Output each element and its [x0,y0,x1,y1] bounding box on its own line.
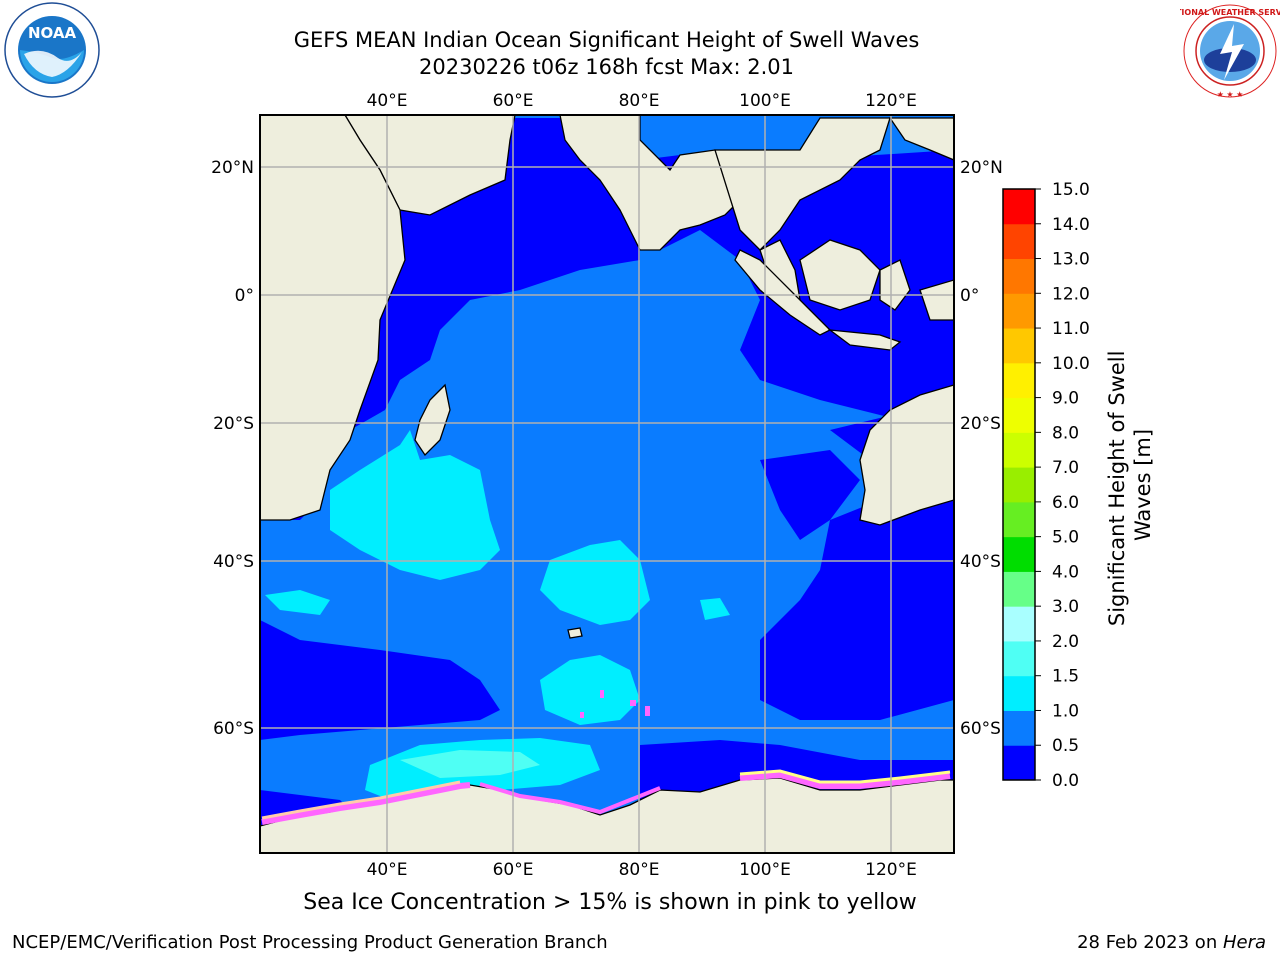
colorbar-tick-label: 3.0 [1052,597,1079,617]
lon-label-bottom: 40°E [367,860,408,880]
footer-date: 28 Feb 2023 on Hera [1077,932,1266,953]
colorbar-tick-label: 1.0 [1052,701,1079,721]
nws-logo: NATIONAL WEATHER SERVICE ★ ★ ★ [1164,2,1280,102]
colorbar-tick-label: 13.0 [1052,250,1090,270]
colorbar-segment [1003,606,1035,642]
colorbar-segment [1003,397,1035,433]
noaa-logo: NOAA [2,2,102,102]
colorbar-segment [1003,536,1035,572]
colorbar-segment [1003,328,1035,364]
lat-label-right: 20°N [960,158,1003,178]
colorbar-tick-label: 10.0 [1052,354,1090,374]
colorbar-segment [1003,571,1035,607]
map-frame [259,114,955,854]
colorbar-segment [1003,710,1035,746]
colorbar-segment [1003,258,1035,294]
colorbar-tick-label: 0.0 [1052,771,1079,791]
colorbar-tick-label: 12.0 [1052,284,1090,304]
colorbar-tick-label: 5.0 [1052,528,1079,548]
colorbar-segment [1003,362,1035,399]
lon-label-bottom: 100°E [739,860,791,880]
svg-text:★ ★ ★: ★ ★ ★ [1217,90,1244,99]
colorbar-segment [1003,640,1035,677]
lat-label-left: 60°S [213,719,254,739]
chart-subtitle-run: 20230226 t06z 168h fcst Max: 2.01 [419,55,794,79]
colorbar-segment [1003,675,1035,711]
colorbar-tick-label: 1.5 [1052,667,1079,687]
footer-credit: NCEP/EMC/Verification Post Processing Pr… [12,932,608,953]
lat-label-left: 40°S [213,552,254,572]
graticule [260,115,954,853]
colorbar-tick-label: 11.0 [1052,319,1090,339]
colorbar-segment [1003,467,1035,503]
colorbar-tick-label: 7.0 [1052,458,1079,478]
lat-label-right: 20°S [960,414,1001,434]
colorbar-tick-label: 8.0 [1052,423,1079,443]
colorbar-segment [1003,189,1035,225]
land-masses [260,115,954,853]
footer-machine: Hera [1222,932,1266,953]
noaa-logo-text: NOAA [28,24,77,42]
lon-label-top: 40°E [367,91,408,111]
colorbar-tick-label: 6.0 [1052,493,1079,513]
lon-label-bottom: 60°E [493,860,534,880]
colorbar-segment [1003,223,1035,260]
colorbar-segment [1003,745,1035,781]
colorbar-tick-label: 9.0 [1052,389,1079,409]
colorbar-tick-label: 14.0 [1052,215,1090,235]
lat-label-left: 0° [235,286,254,306]
footer-date-text: 28 Feb 2023 on [1077,932,1223,953]
colorbar-frame [1002,188,1036,781]
colorbar-segment [1003,501,1035,538]
nws-ring-text: NATIONAL WEATHER SERVICE [1180,8,1280,17]
colorbar-tick-label: 0.5 [1052,736,1079,756]
colorbar-tick-label: 4.0 [1052,562,1079,582]
lat-label-right: 40°S [960,552,1001,572]
lat-label-left: 20°S [213,414,254,434]
lat-label-right: 0° [960,286,979,306]
colorbar-tick-label: 2.0 [1052,632,1079,652]
lon-label-bottom: 80°E [619,860,660,880]
lon-label-top: 120°E [865,91,917,111]
lon-label-top: 80°E [619,91,660,111]
colorbar-ticks: 0.0 0.5 1.0 1.5 2.0 3.0 4.0 5.0 6.0 7.0 8.0 9.0 10.0… [1035,180,1090,791]
colorbar [1003,189,1035,781]
colorbar-segment [1003,293,1035,329]
lon-label-top: 100°E [739,91,791,111]
colorbar-tick-label: 15.0 [1052,180,1090,200]
lon-label-bottom: 120°E [865,860,917,880]
colorbar-segment [1003,432,1035,468]
sea-ice-note: Sea Ice Concentration > 15% is shown in … [303,890,917,915]
swell-max-region [400,750,540,778]
lat-label-right: 60°S [960,719,1001,739]
lon-label-top: 60°E [493,91,534,111]
chart-title: GEFS MEAN Indian Ocean Significant Heigh… [293,28,920,52]
lat-label-left: 20°N [211,158,254,178]
colorbar-label: Significant Height of Swell Waves [m] [1105,344,1155,626]
